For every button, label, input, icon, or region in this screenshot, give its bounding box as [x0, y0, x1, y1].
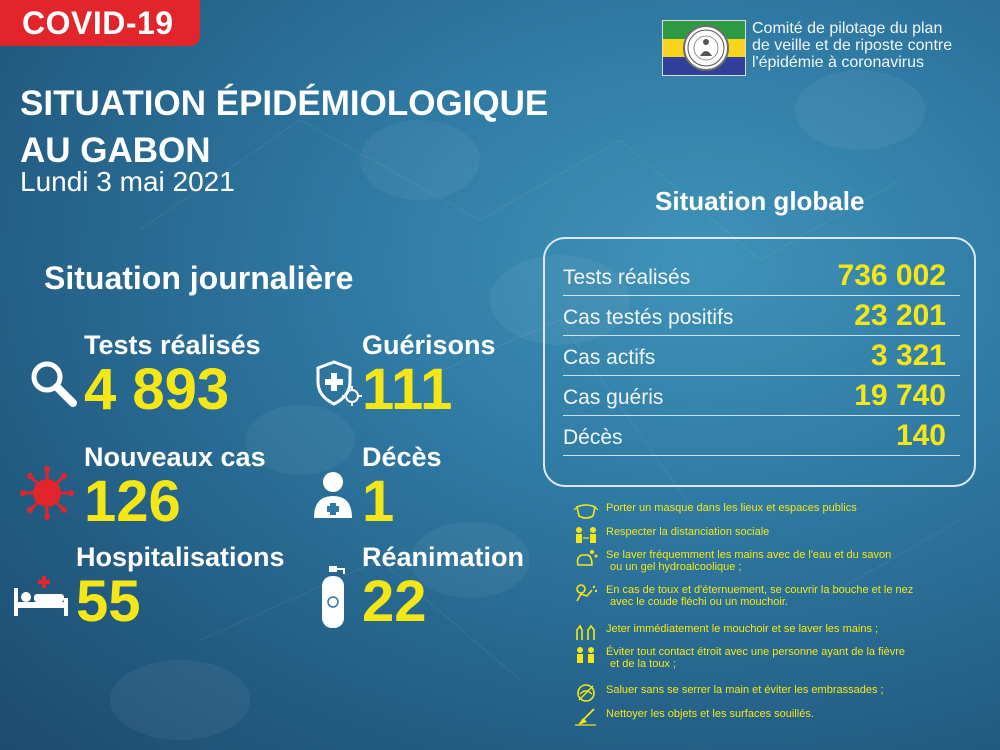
committee-name: Comité de pilotage du plan de veille et … [752, 20, 952, 71]
cleaning-icon [575, 708, 596, 726]
global-row-label: Cas actifs [563, 346, 656, 369]
tip-text: Se laver fréquemment les mains avec de l… [606, 549, 892, 561]
global-row-label: Cas testés positifs [563, 306, 734, 329]
global-row-value: 3 321 [870, 339, 946, 372]
tip-item: Nettoyer les objets et les surfaces soui… [574, 708, 984, 726]
committee-line-3: l'épidémie à coronavirus [752, 54, 925, 71]
tip-text: Porter un masque dans les lieux et espac… [606, 502, 857, 514]
daily-recoveries-label: Guérisons [362, 330, 496, 360]
global-heading: Situation globale [655, 186, 865, 216]
tip-item: En cas de toux et d'éternuement, se couv… [574, 584, 984, 608]
shield-virus-icon [316, 360, 362, 406]
daily-hospital-label: Hospitalisations [76, 542, 285, 572]
daily-tests-value: 4 893 [84, 357, 230, 422]
handwash-icon [576, 550, 598, 566]
global-row-label: Cas guéris [563, 386, 664, 409]
global-row-label: Tests réalisés [563, 266, 691, 289]
daily-tests-label: Tests réalisés [84, 330, 261, 360]
global-row-deaths: Décès 140 [563, 416, 960, 456]
tip-text: Saluer sans se serrer la main et éviter … [606, 684, 884, 696]
tip-text: En cas de toux et d'éternuement, se couv… [606, 584, 914, 596]
tip-text: Jeter immédiatement le mouchoir et se la… [606, 623, 879, 635]
coat-of-arms-seal-icon [683, 25, 729, 71]
daily-icu-value: 22 [362, 569, 427, 634]
tip-text-2: ou un gel hydroalcoolique ; [610, 561, 742, 573]
daily-hospital-value: 55 [76, 569, 141, 634]
daily-deaths-value: 1 [362, 469, 395, 534]
title-line-2: AU GABON [20, 131, 211, 170]
report-date: Lundi 3 mai 2021 [20, 166, 235, 197]
gabon-flag-icon [662, 20, 746, 76]
global-row-active: Cas actifs 3 321 [563, 336, 960, 376]
tip-text-2: et de la toux ; [610, 658, 677, 670]
tip-item: Éviter tout contact étroit avec une pers… [574, 646, 984, 670]
global-row-positives: Cas testés positifs 23 201 [563, 296, 960, 336]
virus-icon [20, 466, 74, 520]
magnifier-icon [31, 361, 77, 407]
tip-text: Nettoyer les objets et les surfaces soui… [606, 708, 814, 720]
tip-item: Jeter immédiatement le mouchoir et se la… [574, 623, 984, 641]
no-handshake-icon [577, 684, 595, 702]
global-row-tests: Tests réalisés 736 002 [563, 256, 960, 296]
tip-text-2: avec le coude fléchi ou un mouchoir. [610, 596, 788, 608]
hospital-bed-icon [14, 576, 68, 616]
tip-text: Éviter tout contact étroit avec une pers… [606, 646, 906, 658]
committee-line-1: Comité de pilotage du plan [752, 20, 943, 37]
tip-item: Porter un masque dans les lieux et espac… [574, 502, 984, 520]
daily-new-cases-value: 126 [84, 469, 181, 534]
global-row-label: Décès [563, 426, 623, 449]
daily-recoveries-value: 111 [362, 357, 453, 422]
committee-line-2: de veille et de riposte contre [752, 37, 953, 54]
covid-tag: COVID-19 [0, 0, 200, 46]
global-row-value: 19 740 [854, 379, 946, 412]
daily-icu-label: Réanimation [362, 542, 525, 572]
global-row-value: 23 201 [854, 299, 946, 332]
doctor-icon [314, 472, 352, 518]
global-row-value: 736 002 [837, 259, 946, 292]
hands-icon [576, 624, 595, 640]
global-row-value: 140 [895, 419, 946, 452]
cough-icon [576, 584, 598, 602]
daily-heading: Situation journalière [44, 260, 354, 296]
tip-item: Respecter la distanciation sociale [574, 526, 984, 544]
daily-new-cases-label: Nouveaux cas [84, 442, 266, 472]
tip-item: Saluer sans se serrer la main et éviter … [574, 684, 984, 702]
title-line-1: SITUATION ÉPIDÉMIOLOGIQUE [20, 84, 549, 123]
tip-text: Respecter la distanciation sociale [606, 526, 770, 538]
oxygen-tank-icon [322, 566, 345, 628]
daily-deaths-label: Décès [362, 442, 442, 472]
tip-item: Se laver fréquemment les mains avec de l… [574, 549, 984, 573]
global-row-recovered: Cas guéris 19 740 [563, 376, 960, 416]
distance-icon [576, 527, 596, 543]
contact-icon [577, 647, 594, 663]
global-situation-panel: Tests réalisés 736 002 Cas testés positi… [543, 237, 976, 487]
mask-icon [574, 504, 598, 519]
page-title: SITUATION ÉPIDÉMIOLOGIQUE AU GABON [20, 80, 548, 174]
committee-logo: Comité de pilotage du plan de veille et … [662, 20, 952, 76]
